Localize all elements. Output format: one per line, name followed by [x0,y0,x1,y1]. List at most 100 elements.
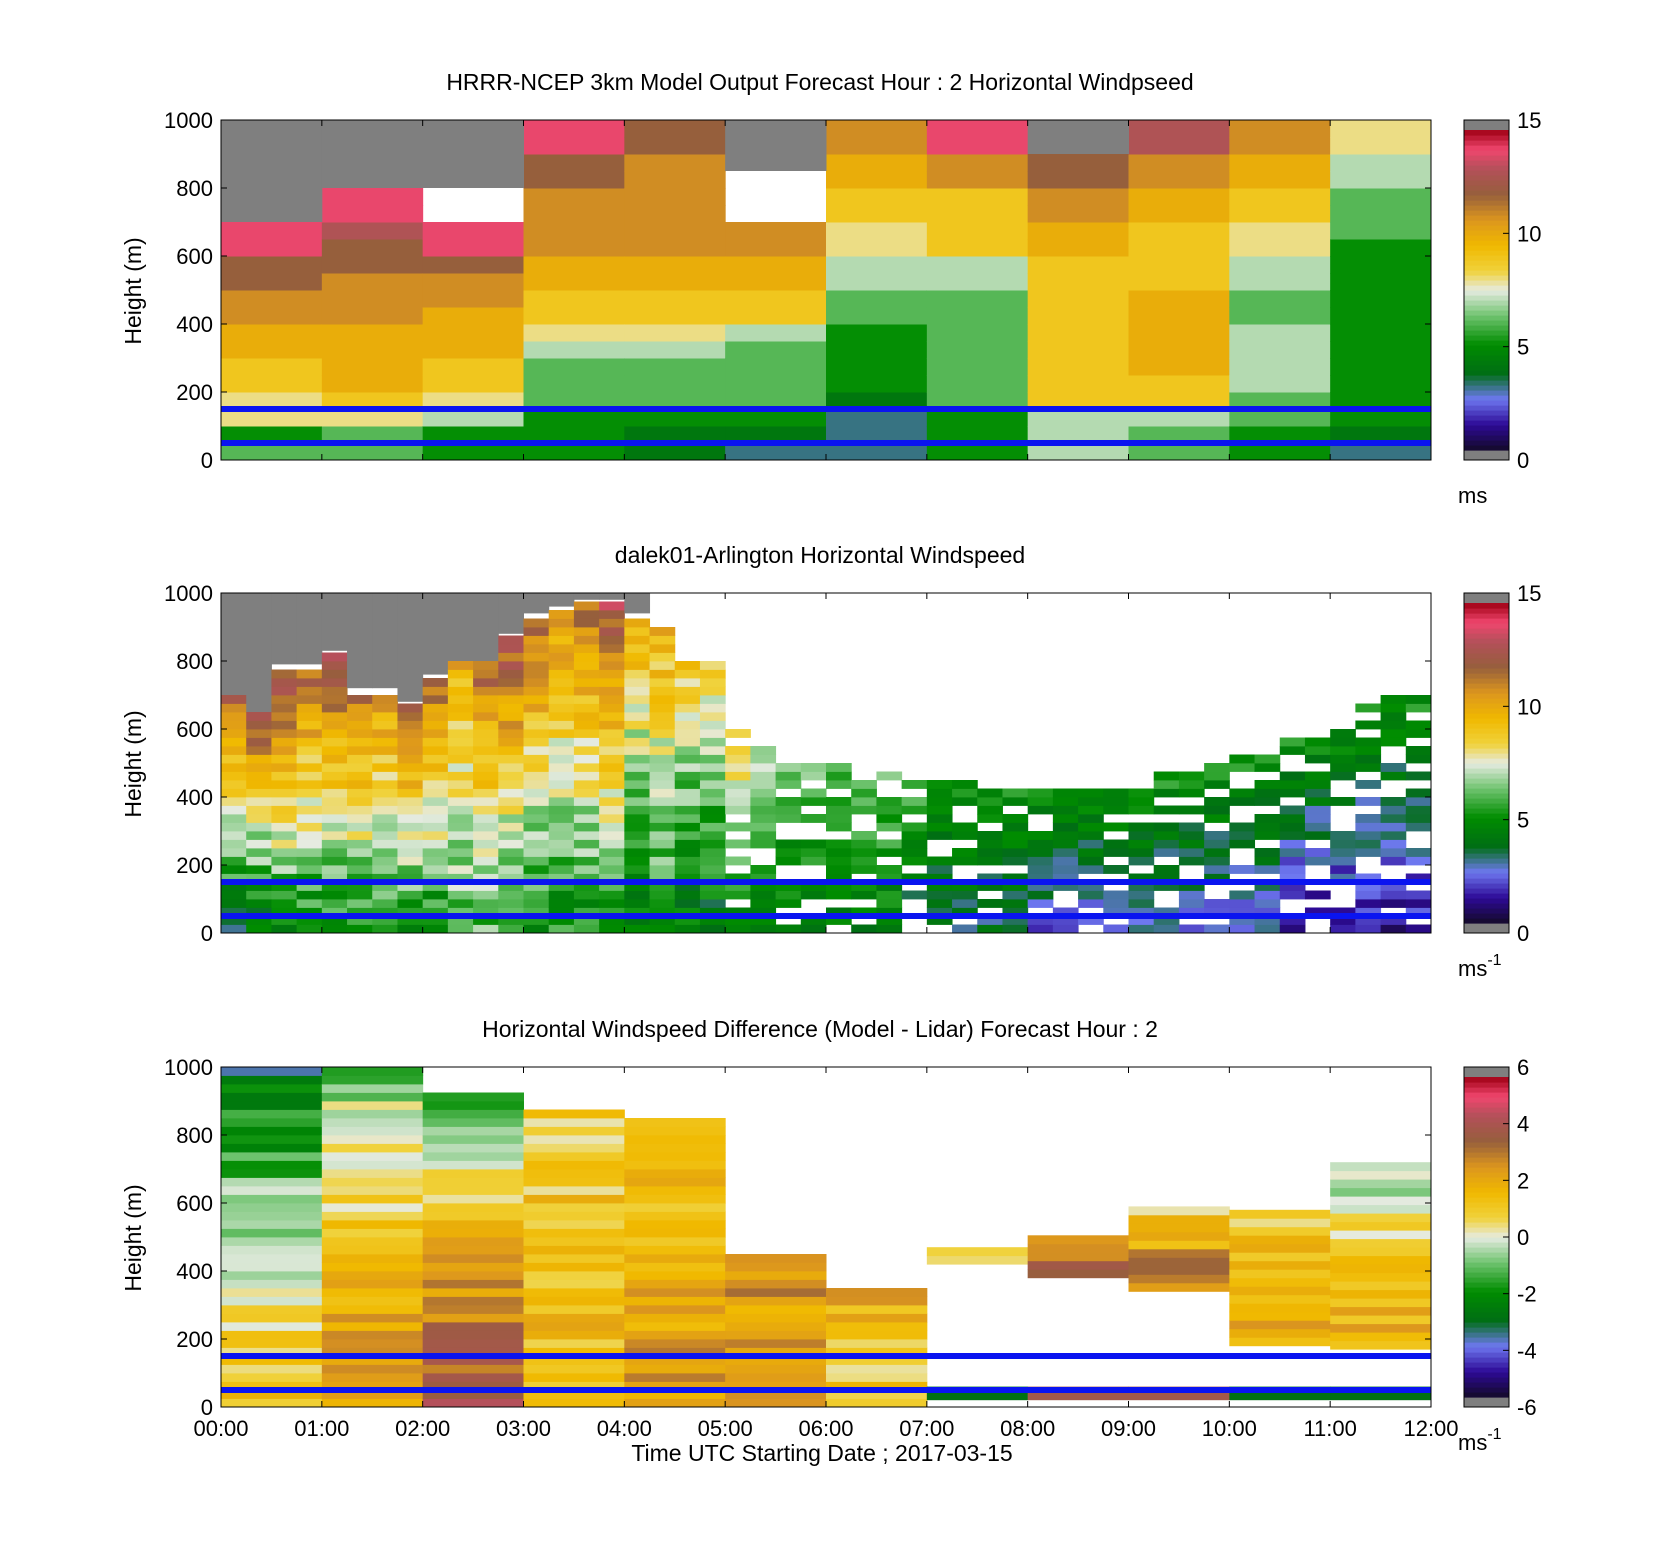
heatmap-cell [1027,899,1054,908]
heatmap-cell [397,856,424,866]
heatmap-cell [1128,1240,1230,1250]
heatmap-cell [573,882,600,891]
heatmap-cell [397,788,424,798]
heatmap-cell [725,1339,827,1348]
heatmap-cell [624,627,651,636]
heatmap-cell [573,635,600,645]
heatmap-cell [725,1279,827,1289]
missing-data-cell [397,593,424,702]
heatmap-cell [422,916,449,925]
heatmap-cell [1380,882,1407,891]
colorbar-segment [1464,245,1509,251]
heatmap-cell [271,703,298,713]
colorbar-tick-label: 2 [1517,1168,1529,1193]
heatmap-cell [1355,720,1382,730]
heatmap-cell [599,865,625,874]
colorbar-segment [1464,300,1509,306]
heatmap-cell [447,737,474,747]
y-tick-label: 1000 [164,108,213,133]
colorbar-tick-label: 5 [1517,808,1529,833]
heatmap-cell [246,890,272,900]
heatmap-cell [523,1279,625,1289]
colorbar-segment [1464,698,1509,704]
heatmap-cell [1254,856,1281,866]
heatmap-cell [271,746,298,755]
colorbar-segment [1464,718,1509,724]
heatmap-cell [498,737,524,747]
heatmap-cell [1128,805,1155,815]
colorbar-segment [1464,1257,1509,1263]
heatmap-cell [1229,788,1256,798]
heatmap-cell [1027,788,1054,798]
heatmap-cell [1128,137,1230,155]
heatmap-cell [599,873,625,883]
heatmap-cell [876,899,903,908]
heatmap-cell [1330,1221,1432,1231]
heatmap-cell [901,805,928,815]
colorbar-segment [1464,220,1509,226]
heatmap-cell [422,1169,524,1178]
heatmap-cell [548,669,575,679]
heatmap-cell [221,307,323,325]
heatmap-cell [952,890,978,900]
heatmap-cell [397,763,424,772]
heatmap-cell [624,746,651,755]
heatmap-cell [977,788,1003,798]
heatmap-cell [548,890,575,900]
heatmap-cell [397,780,424,789]
heatmap-cell [1103,907,1129,917]
heatmap-cell [1128,171,1230,189]
heatmap-cell [926,916,953,925]
heatmap-cell [826,1339,928,1348]
colorbar-segment [1464,235,1509,241]
heatmap-cell [624,222,726,240]
heatmap-cell [447,882,474,891]
missing-data-cell [347,593,373,689]
heatmap-cell [1405,822,1432,832]
colorbar-segment [1464,1102,1509,1108]
heatmap-cell [1405,924,1432,934]
heatmap-cell [699,763,726,772]
heatmap-cell [599,627,625,636]
heatmap-cell [826,154,928,172]
y-tick-label: 400 [176,785,213,810]
heatmap-cell [422,1288,524,1297]
heatmap-cell [573,729,600,738]
colorbar-segment [1464,395,1509,401]
heatmap-cell [1254,788,1281,798]
heatmap-cell [649,814,676,823]
heatmap-cell [1229,1294,1331,1304]
heatmap-cell [1204,780,1230,789]
heatmap-cell [523,1339,625,1348]
heatmap-cell [926,856,953,866]
colorbar-segment [1464,668,1509,674]
heatmap-cell [1027,409,1129,427]
heatmap-cell [498,661,524,670]
heatmap-cell [1052,907,1079,917]
heatmap-cell [1405,805,1432,815]
heatmap-cell [221,1262,323,1272]
heatmap-cell [1330,392,1432,410]
heatmap-cell [523,788,550,798]
heatmap-cell [725,1390,827,1399]
heatmap-cell [347,754,373,764]
heatmap-cell [725,409,827,427]
heatmap-cell [624,907,651,917]
heatmap-cell [876,822,903,832]
heatmap-cell [851,780,877,789]
heatmap-cell [1330,839,1356,849]
heatmap-cell [826,890,852,900]
heatmap-cell [548,924,575,934]
colorbar-segment [1464,798,1509,804]
heatmap-cell [321,890,348,900]
heatmap-cell [725,924,751,934]
heatmap-cell [397,916,424,925]
heatmap-cell [599,720,625,730]
heatmap-cell [624,426,726,444]
heatmap-cell [221,1084,323,1093]
heatmap-cell [674,856,701,866]
heatmap-cell [1279,839,1306,849]
heatmap-cell [548,737,575,747]
heatmap-cell [725,1254,827,1263]
heatmap-cell [321,848,348,857]
